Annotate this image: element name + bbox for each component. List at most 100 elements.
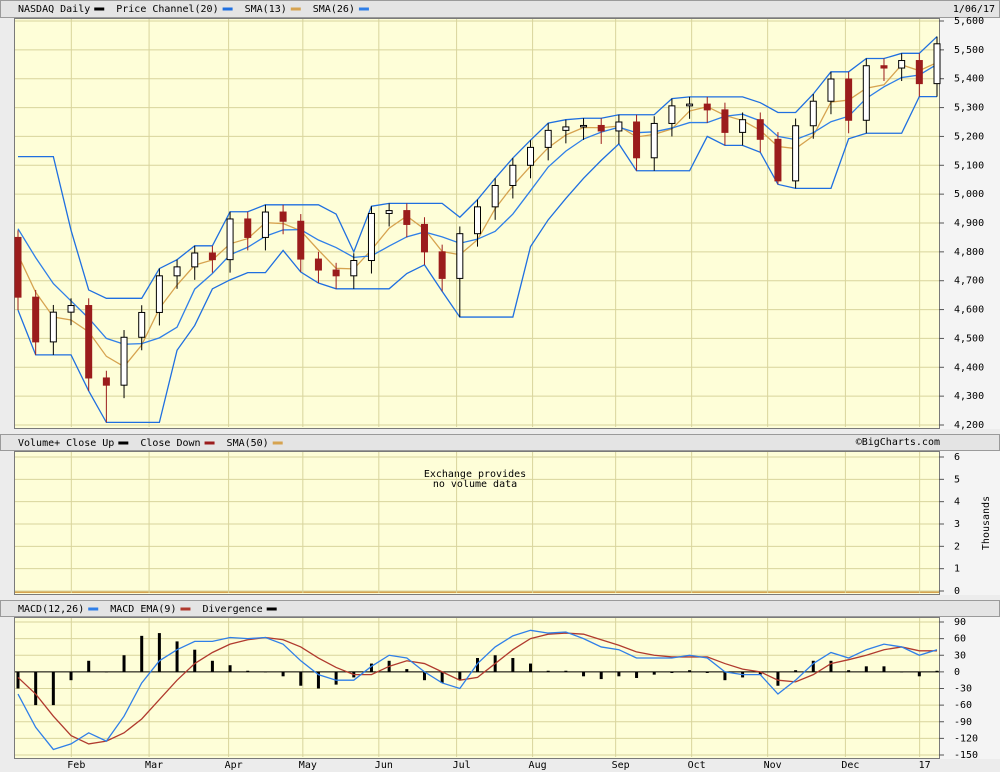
y-tick-label: 5,100	[954, 160, 984, 171]
candle-body	[809, 100, 817, 127]
y-tick-label: 90	[954, 617, 966, 628]
annotation: no volume data	[433, 479, 517, 490]
annotation: Exchange provides	[424, 469, 526, 480]
candle-body	[385, 210, 393, 214]
y-tick-label: 3	[954, 519, 960, 530]
divergence-bar	[69, 671, 73, 681]
candle-body	[703, 103, 711, 111]
candle-body	[527, 146, 535, 166]
candle-body	[191, 252, 199, 268]
divergence-bar	[811, 660, 815, 672]
divergence-bar	[246, 670, 250, 672]
y-tick-label: 4	[954, 497, 960, 508]
candle-body	[314, 258, 322, 271]
candle-body	[739, 119, 747, 133]
candle-body	[403, 210, 411, 225]
divergence-bar	[140, 635, 144, 672]
candle-body	[332, 269, 340, 277]
candle-body	[880, 65, 888, 69]
x-tick-label: Dec	[841, 760, 859, 771]
y-tick-label: -120	[954, 733, 978, 744]
divergence-bar	[34, 671, 38, 706]
chart-date: 1/06/17	[953, 4, 995, 15]
legend-label: NASDAQ Daily	[18, 4, 90, 15]
volume-axis-area	[940, 451, 1000, 595]
divergence-bar	[582, 671, 586, 677]
y-tick-label: 30	[954, 650, 966, 661]
y-tick-label: -90	[954, 717, 972, 728]
y-tick-label: 4,600	[954, 305, 984, 316]
x-tick-label: May	[299, 760, 317, 771]
legend-label: SMA(26)	[313, 4, 355, 15]
candle-body	[226, 218, 234, 261]
divergence-bar	[458, 671, 462, 681]
divergence-bar	[546, 670, 550, 672]
candle-body	[367, 212, 375, 262]
candle-body	[597, 124, 605, 132]
y-tick-label: 2	[954, 541, 960, 552]
divergence-bar	[723, 671, 727, 681]
x-tick-label: Sep	[612, 760, 630, 771]
y-tick-label: 4,500	[954, 333, 984, 344]
divergence-bar	[263, 671, 267, 673]
candle-body	[845, 78, 853, 121]
x-tick-label: Mar	[145, 760, 163, 771]
divergence-bar	[564, 670, 568, 672]
volume-plot	[14, 451, 940, 595]
candle-body	[615, 121, 623, 132]
y-tick-label: -60	[954, 700, 972, 711]
divergence-bar	[599, 671, 603, 680]
legend-label: Close Down	[140, 438, 200, 449]
candle-body	[261, 211, 269, 238]
candle-body	[138, 311, 146, 338]
divergence-bar	[935, 670, 939, 672]
y-tick-label: 4,400	[954, 362, 984, 373]
divergence-bar	[87, 660, 91, 672]
candle-body	[85, 305, 93, 379]
divergence-bar	[529, 663, 533, 672]
divergence-bar	[900, 671, 904, 673]
divergence-bar	[281, 671, 285, 677]
divergence-bar	[440, 671, 444, 683]
candle-body	[580, 124, 588, 128]
candle-body	[509, 164, 517, 186]
y-tick-label: 5,300	[954, 103, 984, 114]
divergence-bar	[369, 663, 373, 672]
macd-axis-area	[940, 617, 1000, 759]
candle-body	[173, 266, 181, 277]
y-axis-label: Thousands	[981, 496, 992, 550]
divergence-bar	[316, 671, 320, 689]
candle-body	[862, 65, 870, 121]
divergence-bar	[688, 670, 692, 672]
candle-body	[915, 60, 923, 85]
candle-body	[155, 275, 163, 313]
divergence-bar	[157, 633, 161, 672]
legend-label: Divergence	[202, 604, 262, 615]
macd-ema-line	[17, 632, 937, 745]
y-tick-label: 5,500	[954, 45, 984, 56]
candle-body	[774, 138, 782, 182]
y-tick-label: 5,600	[954, 16, 984, 27]
candle-body	[933, 43, 941, 85]
y-tick-label: 5	[954, 474, 960, 485]
legend-label: MACD(12,26)	[18, 604, 84, 615]
y-tick-label: 4,800	[954, 247, 984, 258]
y-tick-label: -30	[954, 684, 972, 695]
legend-label: SMA(13)	[245, 4, 287, 15]
candle-body	[456, 233, 464, 279]
x-tick-label: Feb	[67, 760, 85, 771]
divergence-bar	[193, 649, 197, 672]
candle-body	[668, 105, 676, 124]
candle-body	[420, 223, 428, 253]
divergence-bar	[405, 669, 409, 672]
candle-body	[279, 211, 287, 222]
candle-body	[633, 121, 641, 159]
candle-body	[474, 206, 481, 235]
candle-body	[32, 296, 40, 343]
candle-body	[49, 311, 57, 343]
divergence-bar	[334, 671, 338, 685]
y-tick-label: 6	[954, 452, 960, 463]
divergence-bar	[917, 671, 921, 677]
divergence-bar	[122, 655, 126, 672]
legend-label: Volume+ Close Up	[18, 438, 114, 449]
